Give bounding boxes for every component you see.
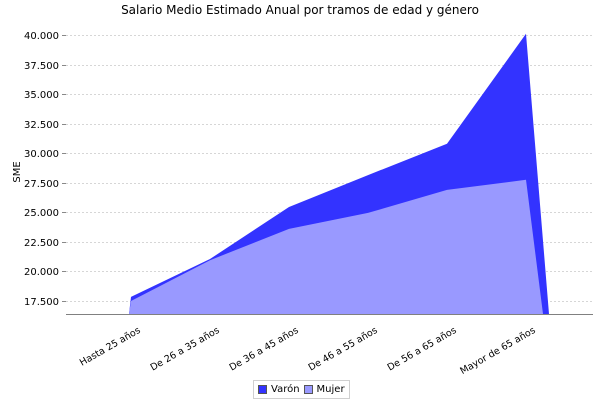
x-tick-label: Mayor de 65 años <box>458 325 537 377</box>
y-tick-label: 17.500 <box>24 297 59 308</box>
x-tick-label: De 26 a 35 años <box>149 325 222 373</box>
series-areas <box>129 33 549 315</box>
legend-label-varon: Varón <box>271 384 300 395</box>
legend-swatch-varon <box>258 385 267 394</box>
legend-item-mujer[interactable]: Mujer <box>303 384 345 395</box>
legend: Varón Mujer <box>253 380 350 399</box>
x-tick-label: De 56 a 65 años <box>386 325 459 373</box>
y-tick-label: 20.000 <box>24 267 59 278</box>
y-tick-label: 25.000 <box>24 208 59 219</box>
y-tick-label: 30.000 <box>24 149 59 160</box>
x-axis: Hasta 25 años De 26 a 35 años De 36 a 45 a… <box>66 314 593 377</box>
y-tick-label: 22.500 <box>24 238 59 249</box>
y-tick-label: 35.000 <box>24 90 59 101</box>
legend-swatch-mujer <box>303 385 313 394</box>
x-tick-label: De 36 a 45 años <box>228 325 301 373</box>
x-tick-label: De 46 a 55 años <box>307 325 380 373</box>
y-axis: 17.500 20.000 22.500 25.000 27.500 30.000 32.5… <box>24 31 66 308</box>
y-tick-label: 27.500 <box>24 179 59 190</box>
x-tick-label: Hasta 25 años <box>78 325 143 369</box>
legend-item-varon[interactable]: Varón <box>258 384 300 395</box>
y-tick-label: 40.000 <box>24 31 59 42</box>
chart-title: Salario Medio Estimado Anual por tramos … <box>121 3 479 17</box>
y-axis-label: SME <box>12 161 23 182</box>
y-tick-label: 32.500 <box>24 120 59 131</box>
area-mujer <box>129 179 543 314</box>
y-tick-label: 37.500 <box>24 61 59 72</box>
legend-label-mujer: Mujer <box>316 384 345 395</box>
